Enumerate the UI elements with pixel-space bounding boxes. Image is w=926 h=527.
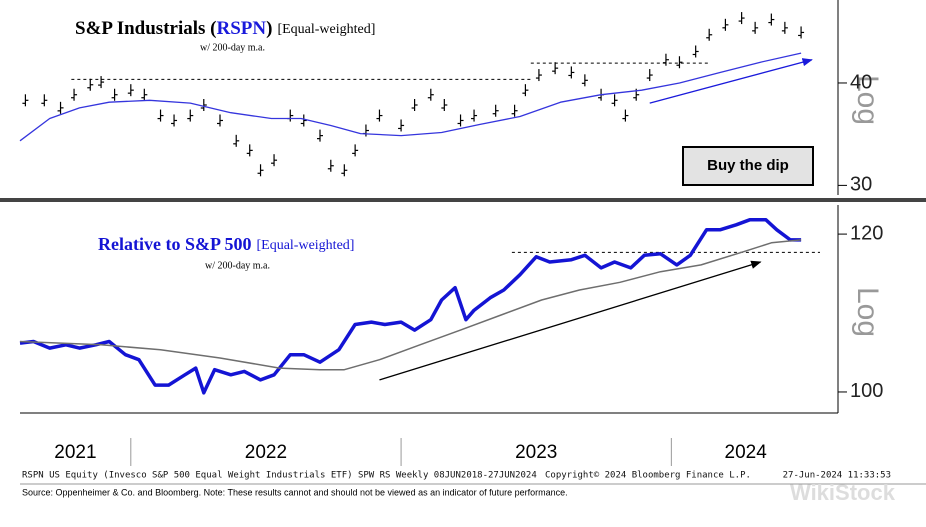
series-line	[19, 239, 802, 371]
y-axis-label: Log	[851, 75, 884, 125]
price-bar	[376, 109, 383, 122]
price-bar	[411, 98, 418, 111]
price-bar	[271, 154, 278, 167]
price-bar	[568, 66, 575, 79]
price-bar	[57, 101, 64, 114]
footer-left: RSPN US Equity (Invesco S&P 500 Equal We…	[22, 471, 537, 481]
price-bar	[300, 114, 307, 127]
series-line	[19, 218, 802, 395]
watermark: WikiStock	[790, 480, 896, 505]
price-bar	[706, 28, 713, 41]
price-bar	[398, 119, 405, 132]
price-bar	[71, 88, 78, 101]
source-note: Source: Oppenheimer & Co. and Bloomberg.…	[22, 487, 568, 497]
subtitle: w/ 200-day m.a.	[205, 260, 270, 271]
price-bar	[87, 78, 94, 91]
trend-arrow	[649, 58, 813, 104]
chart-title: Relative to S&P 500 [Equal-weighted]	[98, 234, 354, 254]
price-bar	[362, 124, 369, 137]
price-bar	[722, 18, 729, 31]
price-bar	[427, 88, 434, 101]
series-line	[19, 52, 802, 142]
subtitle: w/ 200-day m.a.	[200, 42, 265, 53]
price-bar	[611, 94, 618, 107]
price-bar	[200, 98, 207, 111]
price-bar	[676, 56, 683, 69]
price-bar	[752, 21, 759, 34]
price-bar	[233, 134, 240, 147]
price-bar	[111, 88, 118, 101]
footer-center: Copyright© 2024 Bloomberg Finance L.P.	[545, 471, 751, 481]
annotation: Buy the dip	[707, 157, 789, 174]
price-bar	[492, 104, 499, 117]
price-bar	[738, 12, 745, 25]
price-bar	[327, 159, 334, 172]
price-bar	[535, 69, 542, 82]
x-tick-label: 2022	[245, 442, 287, 463]
price-bar	[217, 114, 223, 127]
price-bar	[522, 84, 529, 97]
annotation-box	[682, 146, 814, 186]
price-bar	[187, 109, 194, 122]
price-bar	[22, 94, 29, 107]
price-bar	[552, 62, 559, 75]
price-bar	[287, 109, 294, 122]
y-tick-label: 40	[850, 71, 872, 93]
price-bar	[662, 53, 669, 66]
x-tick-label: 2021	[54, 442, 96, 463]
price-bar	[317, 129, 323, 142]
price-bar	[581, 74, 588, 87]
price-bar	[98, 76, 105, 89]
price-bar	[41, 94, 48, 107]
price-bar	[171, 114, 178, 127]
price-bar	[257, 164, 264, 177]
price-bar	[511, 104, 518, 117]
y-tick-label: 120	[850, 222, 883, 244]
price-bar	[157, 109, 164, 122]
price-bar	[646, 69, 653, 82]
price-bar	[471, 109, 478, 122]
price-bar	[781, 21, 788, 34]
price-bar	[457, 114, 464, 127]
trend-arrow	[379, 260, 762, 381]
price-bar	[141, 88, 148, 101]
price-bar	[352, 144, 359, 157]
y-axis-label: Log	[851, 287, 884, 337]
y-tick-label: 100	[850, 380, 883, 402]
x-tick-label: 2024	[725, 442, 768, 463]
price-bar	[127, 84, 134, 97]
y-tick-label: 30	[850, 174, 872, 196]
price-bar	[622, 109, 629, 122]
price-bar	[441, 98, 448, 111]
price-bar	[341, 164, 348, 177]
footer-right: 27-Jun-2024 11:33:53	[783, 471, 891, 481]
price-bar	[768, 13, 775, 26]
x-tick-label: 2023	[515, 442, 557, 463]
price-bar	[798, 26, 805, 39]
price-bar	[692, 45, 699, 58]
price-bar	[246, 144, 253, 157]
chart-title: S&P Industrials (RSPN) [Equal-weighted]	[75, 18, 375, 39]
